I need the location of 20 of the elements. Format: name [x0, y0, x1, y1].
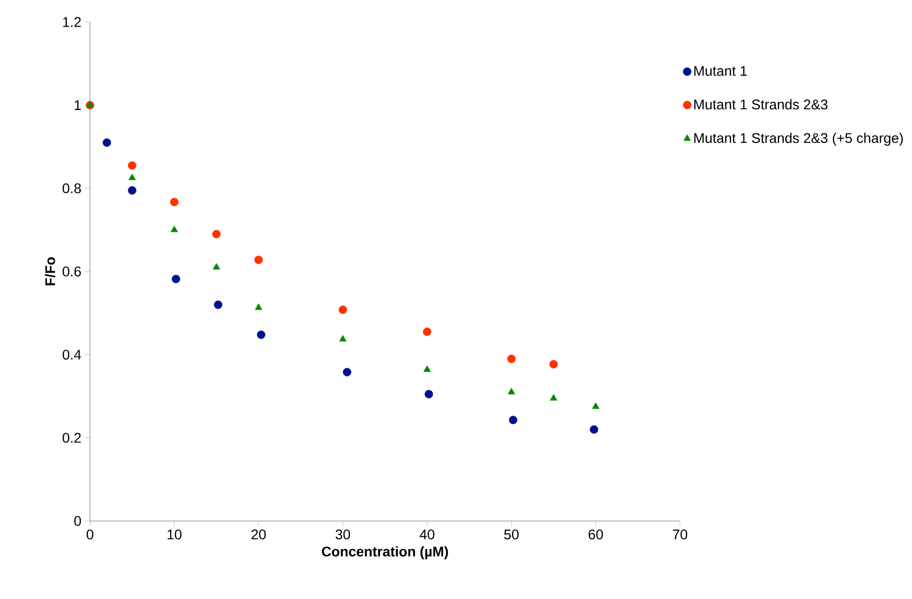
legend-label: Mutant 1 [694, 66, 747, 76]
y-tick-label: 0.8 [62, 183, 81, 194]
legend-label: Mutant 1 Strands 2&3 [694, 99, 828, 110]
y-tick-label: 0.6 [62, 266, 81, 276]
y-axis-title: F/Fo [44, 257, 56, 286]
x-tick-label: 70 [672, 530, 688, 540]
y-tick-label: 1.2 [63, 17, 81, 27]
x-axis-title: Concentration (µM) [322, 546, 448, 560]
x-tick-label: 0 [86, 530, 94, 540]
y-tick-label: 0 [74, 516, 81, 526]
x-tick-label: 40 [420, 530, 434, 540]
x-tick-label: 30 [336, 530, 350, 540]
y-tick-label: 0.4 [62, 350, 82, 360]
x-tick-label: 10 [168, 530, 182, 540]
x-tick-label: 20 [252, 530, 266, 540]
y-tick-label: 0.2 [62, 432, 81, 443]
x-tick-label: 50 [504, 530, 519, 540]
x-tick-label: 60 [588, 530, 603, 540]
legend-label: Mutant 1 Strands 2&3 (+5 charge) [694, 132, 903, 146]
y-tick-label: 1 [74, 100, 81, 110]
